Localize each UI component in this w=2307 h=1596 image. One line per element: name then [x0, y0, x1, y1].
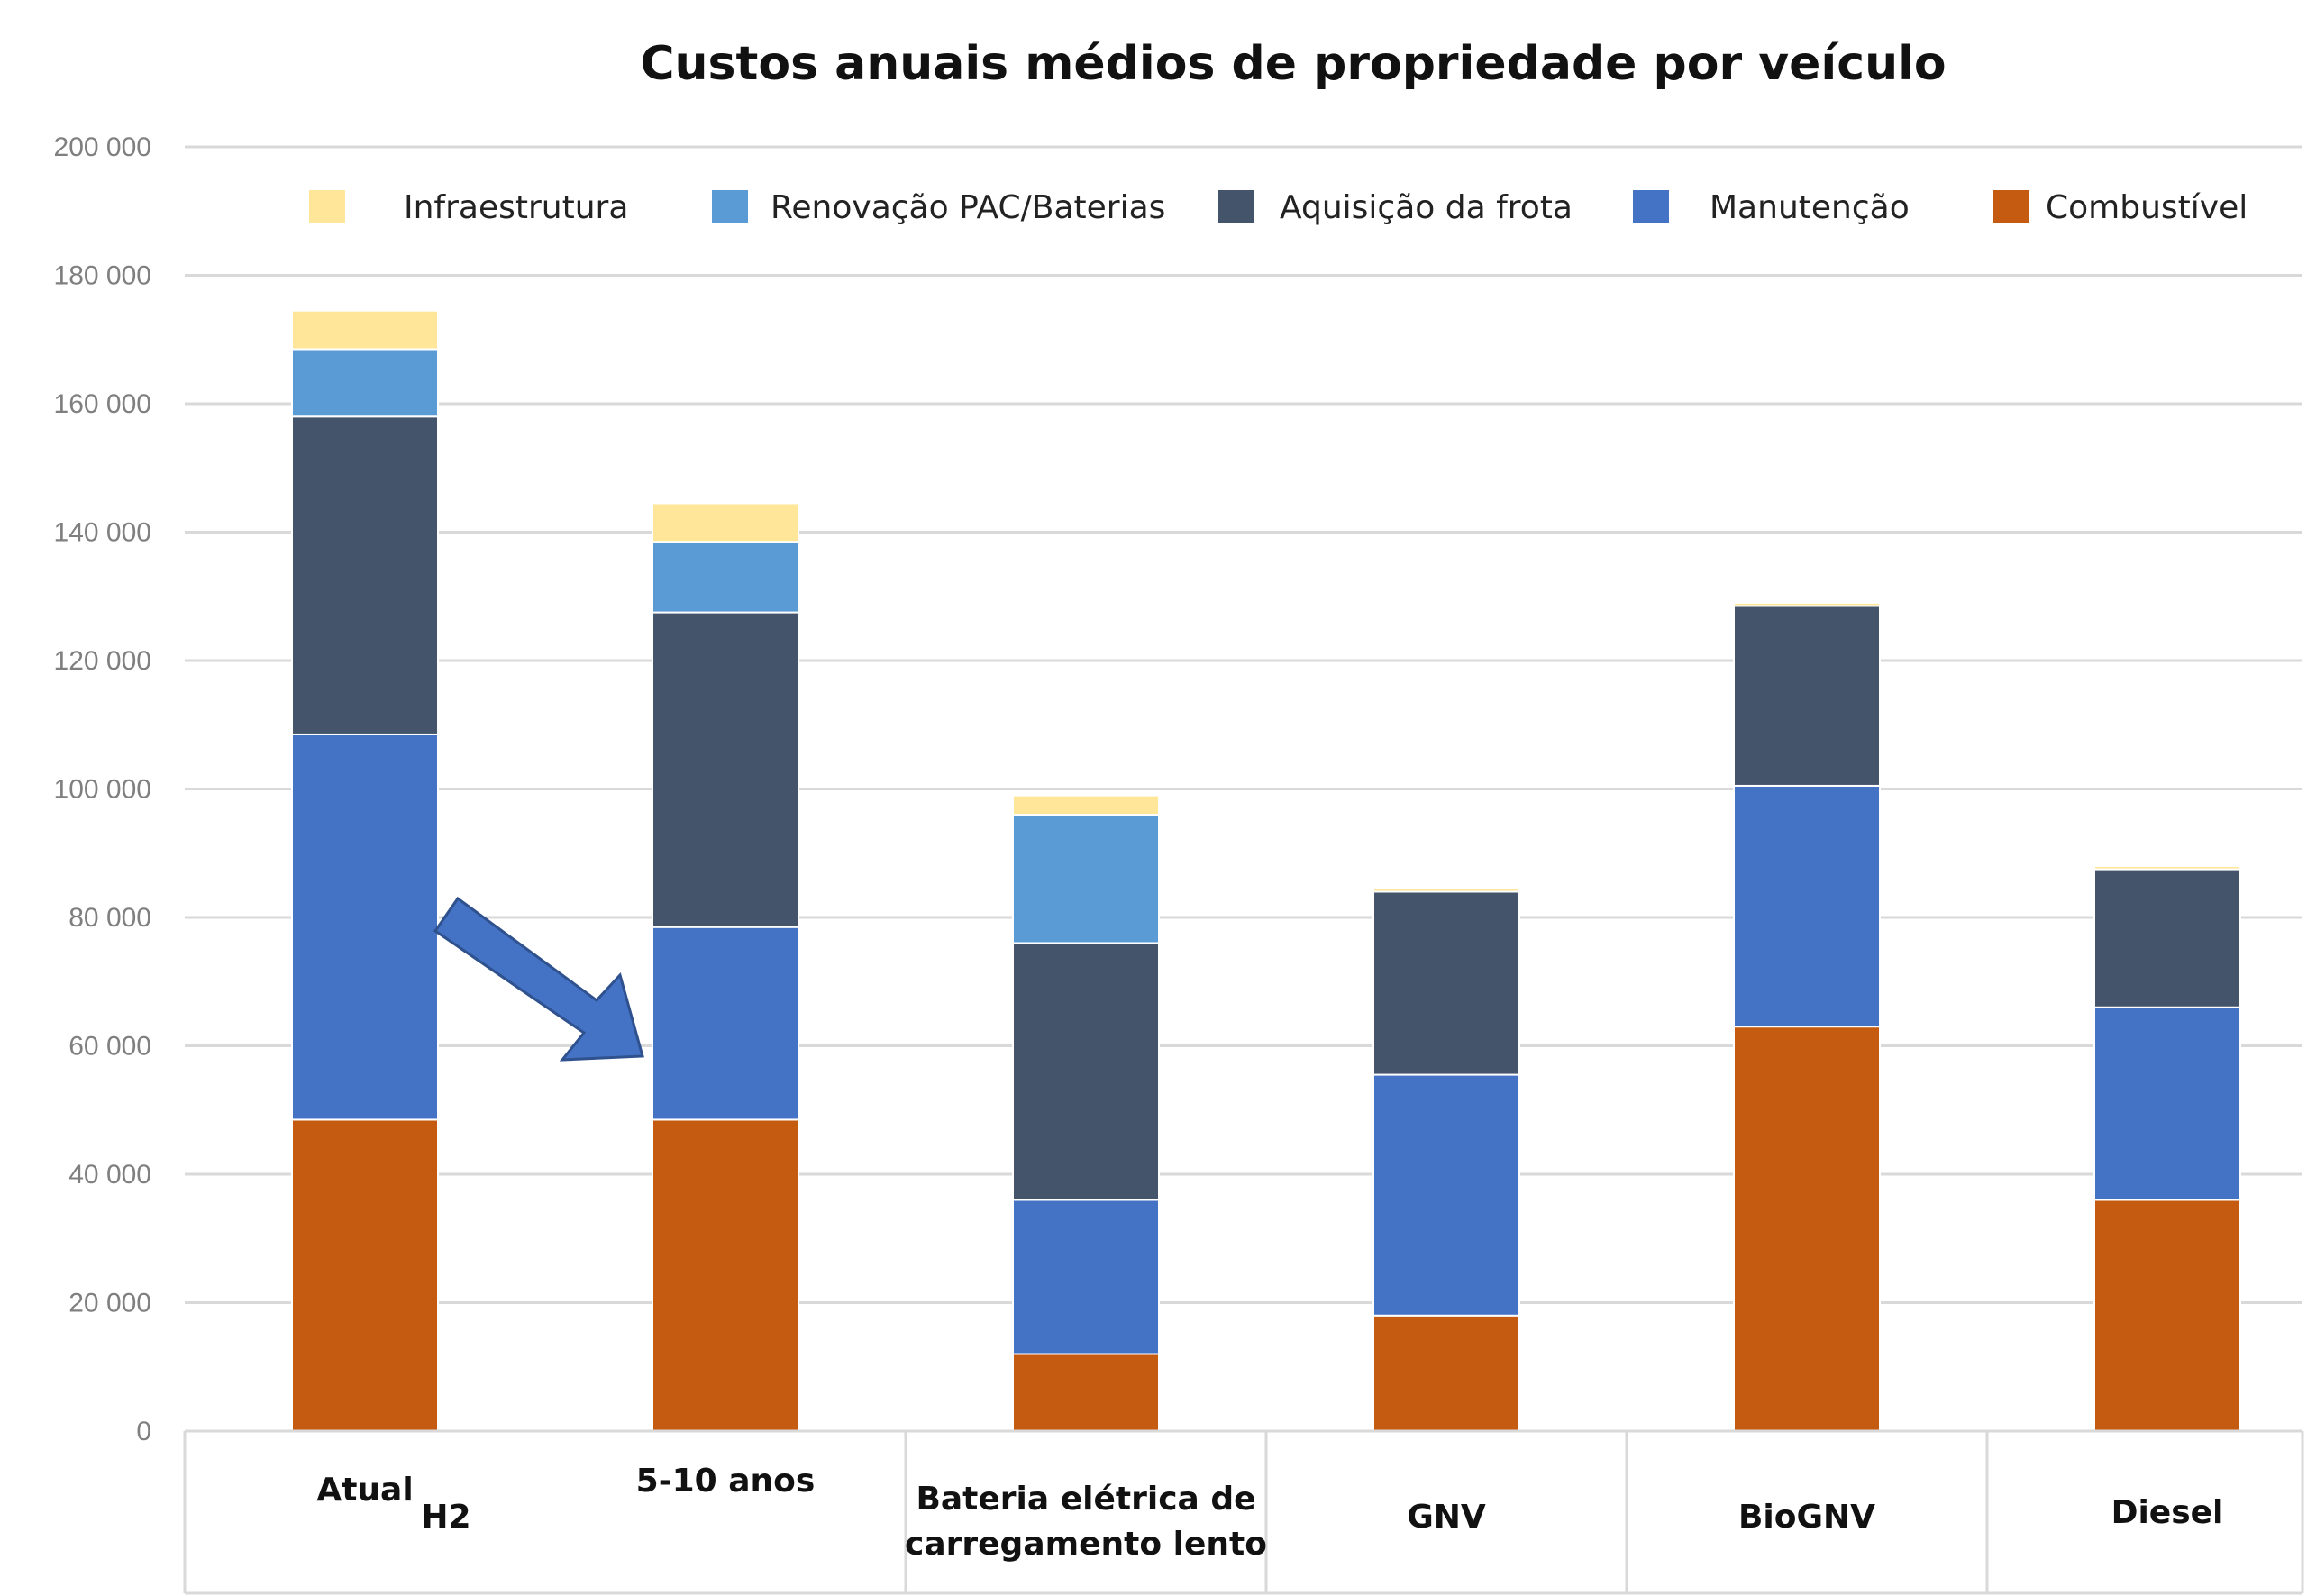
- bar-segment: [652, 502, 799, 543]
- bar-segment: [291, 348, 439, 418]
- bar-segment: [1012, 1353, 1160, 1432]
- bar-segment: [291, 415, 439, 735]
- bar-segment: [1372, 887, 1520, 893]
- bar-segment: [1012, 814, 1160, 944]
- bar-segment: [1372, 890, 1520, 1076]
- y-tick-label: 0: [136, 1417, 151, 1446]
- bar-segment: [291, 1118, 439, 1432]
- gridlines: [185, 145, 2302, 1433]
- bar-segment: [1733, 784, 1881, 1028]
- group-label: H2: [421, 1499, 470, 1536]
- y-axis-ticks: 0 20 000 40 000 60 000 80 000 100 000 120 000 1…: [54, 132, 151, 1446]
- y-tick-label: 40 000: [68, 1160, 151, 1190]
- category-label: Diesel: [2111, 1494, 2224, 1531]
- category-label: 5-10 anos: [636, 1463, 816, 1500]
- category-label: Atual: [316, 1472, 413, 1509]
- bar-segment: [1733, 605, 1881, 787]
- legend-label: Infraestrutura: [404, 189, 628, 226]
- bar-segment: [291, 309, 439, 351]
- legend-swatch: [1218, 190, 1254, 223]
- bar-segment: [652, 926, 799, 1121]
- bars: [291, 309, 2241, 1432]
- legend-label: Aquisição da frota: [1280, 189, 1573, 226]
- bar-segment: [1733, 601, 1881, 607]
- x-axis-categories: Atual 5-10 anos Bateria elétrica de carrega…: [183, 1429, 2304, 1595]
- legend-swatch: [1993, 190, 2029, 223]
- bar-segment: [2093, 1006, 2241, 1201]
- legend-swatch: [1633, 190, 1669, 223]
- bar-segment: [652, 541, 799, 614]
- bar-segment: [652, 1118, 799, 1432]
- bar-segment: [2093, 1199, 2241, 1432]
- bar-segment: [2093, 865, 2241, 871]
- legend-swatch: [309, 190, 345, 223]
- bar-segment: [1372, 1314, 1520, 1432]
- y-tick-label: 180 000: [54, 261, 151, 291]
- y-tick-label: 160 000: [54, 389, 151, 419]
- bar-segment: [1012, 942, 1160, 1201]
- y-tick-label: 120 000: [54, 646, 151, 676]
- legend-label: Manutenção: [1710, 189, 1910, 226]
- y-tick-label: 20 000: [68, 1289, 151, 1318]
- legend-label: Combustível: [2046, 189, 2248, 226]
- bar-segment: [291, 733, 439, 1121]
- category-label: BioGNV: [1738, 1499, 1875, 1536]
- arrow-mark: [433, 896, 644, 1062]
- category-label: GNV: [1407, 1499, 1486, 1536]
- bar-segment: [1733, 1026, 1881, 1432]
- bar-segment: [2093, 868, 2241, 1008]
- annotation-arrow: [433, 896, 644, 1062]
- bar-segment: [1012, 794, 1160, 816]
- y-tick-label: 100 000: [54, 775, 151, 805]
- legend: Infraestrutura Renovação PAC/Baterias Aqui…: [309, 189, 2248, 226]
- bar-segment: [1012, 1199, 1160, 1355]
- category-label: Bateria elétrica de carregamento lento: [905, 1481, 1267, 1563]
- legend-label: Renovação PAC/Baterias: [771, 189, 1165, 226]
- bar-segment: [1372, 1073, 1520, 1317]
- y-tick-label: 80 000: [68, 903, 151, 933]
- y-tick-label: 60 000: [68, 1032, 151, 1062]
- y-tick-label: 140 000: [54, 518, 151, 548]
- legend-swatch: [712, 190, 748, 223]
- chart-title: Custos anuais médios de propriedade por …: [640, 37, 1946, 91]
- y-tick-label: 200 000: [54, 132, 151, 162]
- bar-segment: [652, 611, 799, 928]
